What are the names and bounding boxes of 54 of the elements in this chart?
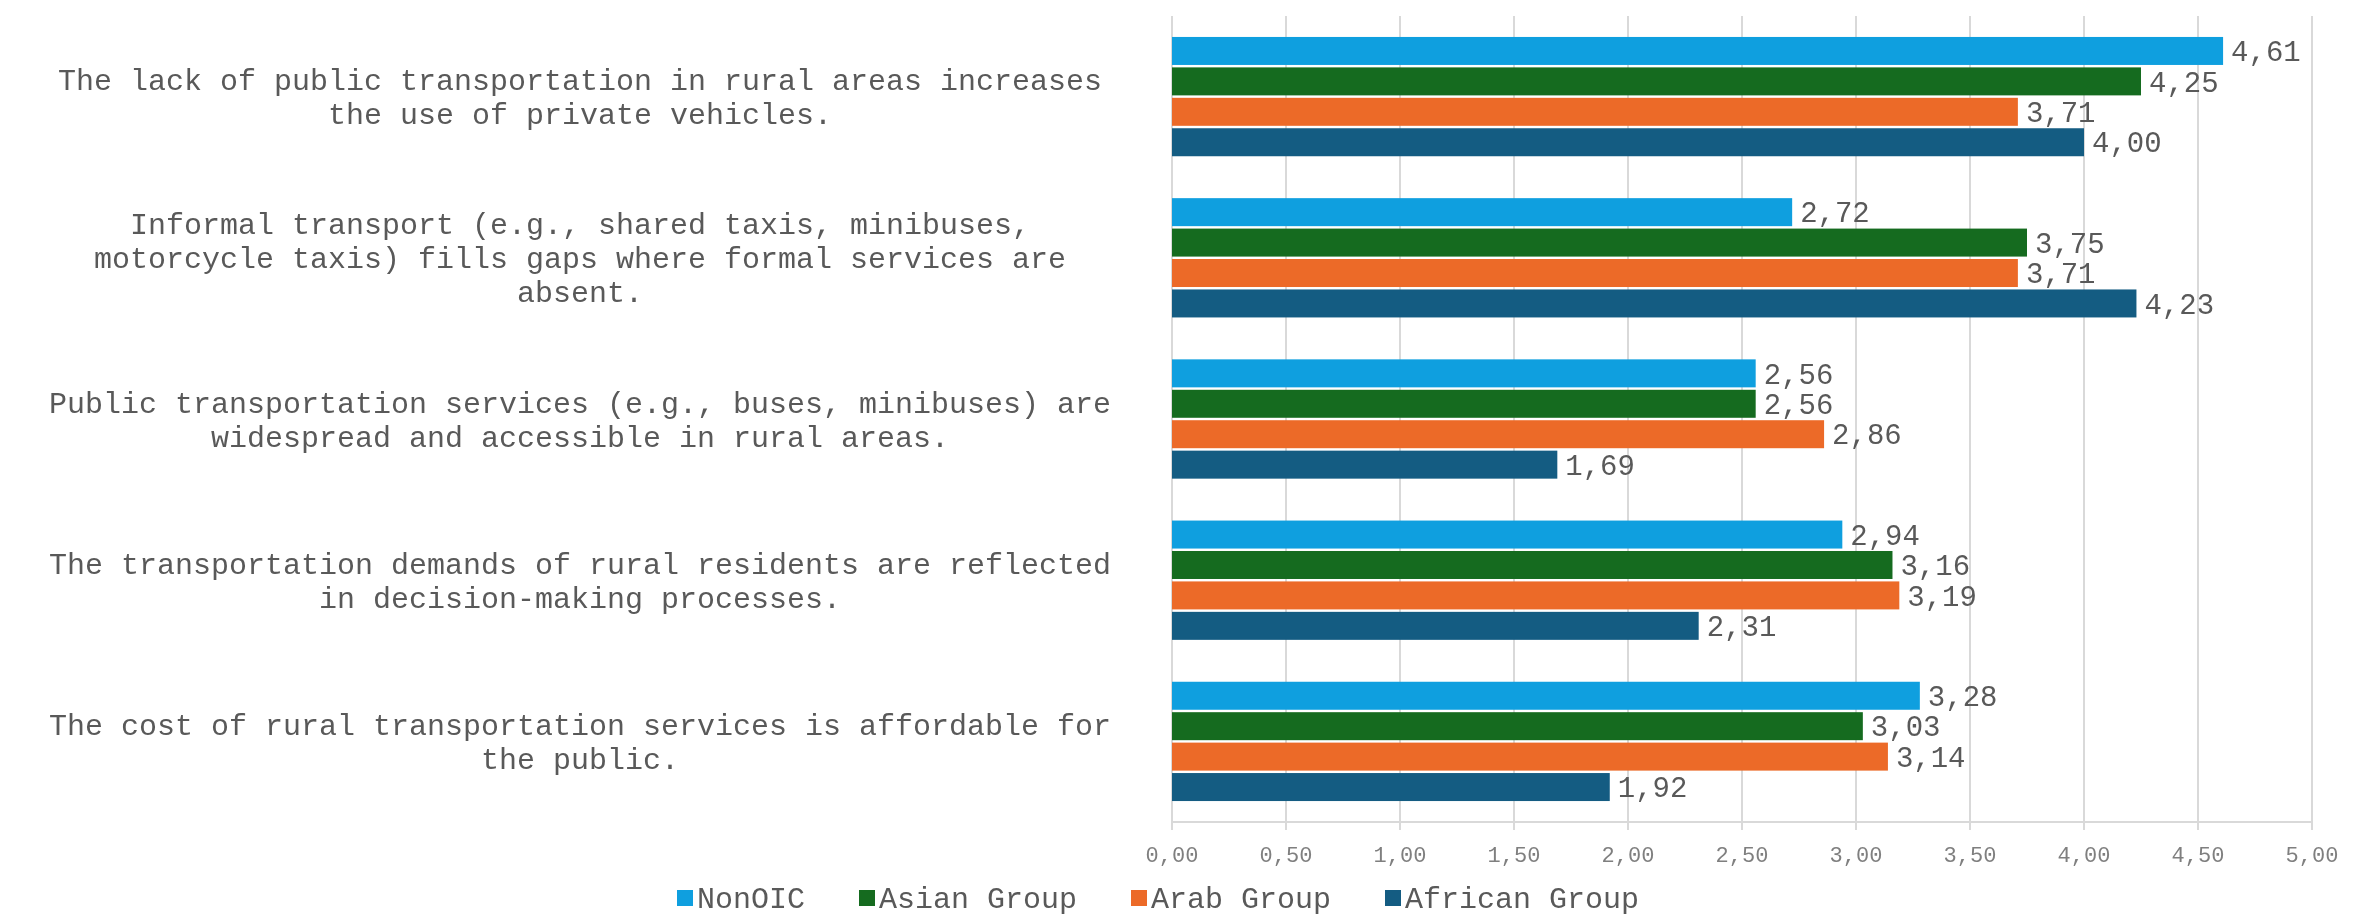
- bar: [1172, 198, 1793, 227]
- bar: [1172, 611, 1699, 640]
- x-tick-label: 5,00: [2285, 844, 2339, 869]
- bar: [1172, 259, 2018, 288]
- bar: [1172, 36, 2224, 65]
- x-tick-label: 2,00: [1601, 844, 1655, 869]
- text: 1,69: [1565, 450, 1635, 484]
- text: 2,72: [1800, 198, 1870, 232]
- text: 4,00: [2092, 128, 2162, 162]
- legend-label: Arab Group: [1151, 883, 1332, 914]
- bar: [1172, 420, 1825, 449]
- text: 4,25: [2149, 67, 2219, 101]
- legend-label: NonOIC: [697, 883, 806, 914]
- y-tick-label: The cost of rural transportation services is affordable for the public.: [48, 709, 1112, 778]
- text: 3,71: [2025, 259, 2096, 293]
- bar: [1172, 742, 1888, 771]
- text: 3,28: [1927, 681, 1998, 715]
- bar: [1172, 712, 1863, 741]
- text: 1,92: [1617, 773, 1688, 807]
- y-tick-label: Public transportation services (e.g., buses, minibuses) are widespread and accessible in rural areas.: [48, 387, 1112, 456]
- y-tick-label: The lack of public transportation in rural areas increases the use of private vehicles.: [57, 65, 1103, 134]
- y-tick-label: Informal transport (e.g., shared taxis, minibuses, motorcycle taxis) fills gaps where formal services are absent.: [93, 209, 1067, 312]
- legend-label: African Group: [1405, 883, 1640, 914]
- bar: [1172, 389, 1756, 418]
- x-tick-label: 0,00: [1145, 844, 1199, 869]
- bar: [1172, 450, 1558, 479]
- text: 2,31: [1706, 612, 1777, 645]
- x-tick-label: 4,50: [2171, 844, 2225, 869]
- x-tick-label: 3,00: [1829, 844, 1883, 869]
- x-tick-label: 4,00: [2057, 844, 2111, 869]
- text: 3,75: [2035, 228, 2105, 262]
- legend-label: Asian Group: [879, 883, 1078, 914]
- text: 2,86: [1832, 420, 1902, 454]
- bar: [1172, 228, 2027, 257]
- x-tick-label: 1,50: [1487, 844, 1541, 869]
- text: 4,23: [2144, 289, 2215, 323]
- bar: [1172, 773, 1610, 802]
- x-tick-label: 2,50: [1715, 844, 1769, 869]
- bar: [1172, 359, 1756, 388]
- bar: [1172, 681, 1920, 710]
- bar: [1172, 581, 1900, 610]
- bar: [1172, 128, 2084, 157]
- text: 2,94: [1850, 520, 1920, 554]
- x-tick-label: 3,50: [1943, 844, 1997, 869]
- x-tick-label: 0,50: [1259, 844, 1313, 869]
- x-tick-label: 1,00: [1373, 844, 1427, 869]
- bar: [1172, 550, 1893, 579]
- text: 3,71: [2025, 97, 2096, 131]
- bar: [1172, 289, 2137, 318]
- bar: [1172, 520, 1843, 549]
- text: 4,61: [2231, 37, 2301, 71]
- bar: [1172, 67, 2141, 96]
- y-tick-label: The transportation demands of rural residents are reflected in decision-making processes.: [48, 548, 1112, 617]
- bar: [1172, 97, 2018, 126]
